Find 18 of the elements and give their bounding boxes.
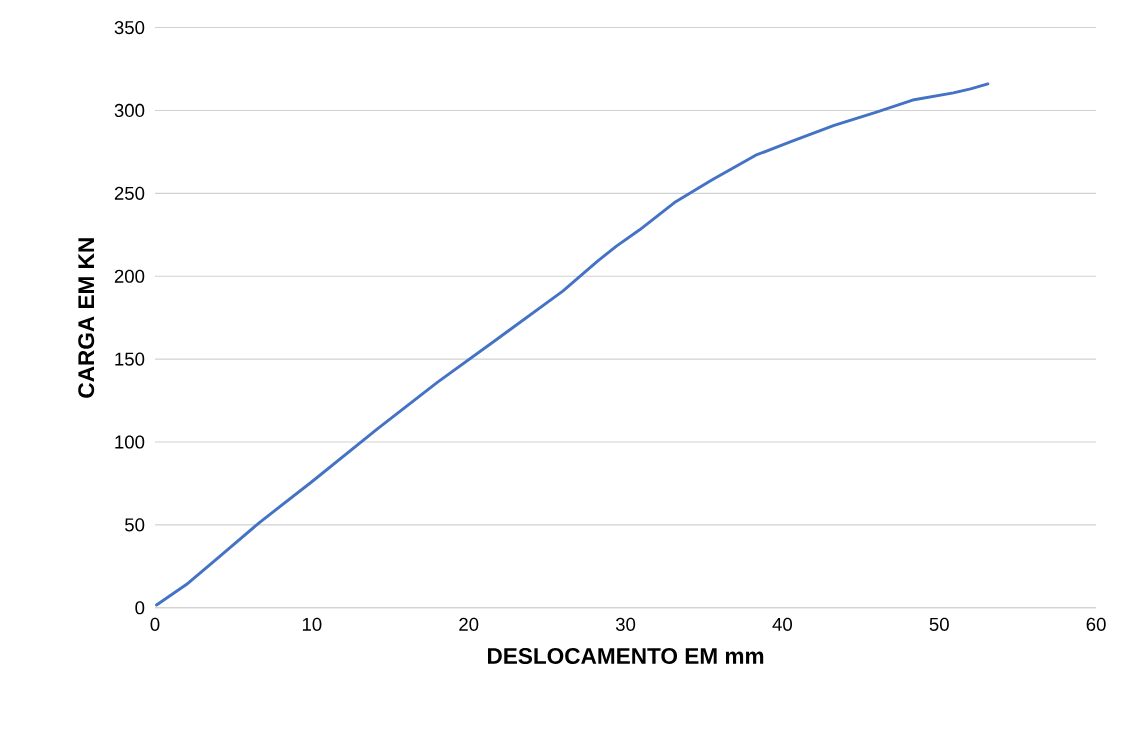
x-tick-label: 10 <box>302 617 322 631</box>
y-tick-label: 300 <box>114 103 145 117</box>
x-axis-title: DESLOCAMENTO EM mm <box>487 647 764 664</box>
y-tick-label: 350 <box>114 20 145 35</box>
y-tick-label: 200 <box>114 269 145 283</box>
x-tick-label: 50 <box>929 617 949 631</box>
y-tick-label: 50 <box>125 518 145 532</box>
x-tick-label: 40 <box>772 617 793 631</box>
x-tick-label: 20 <box>459 617 479 631</box>
y-axis-title: CARGA EM KN <box>78 238 95 398</box>
y-tick-label: 0 <box>135 601 145 615</box>
x-tick-label: 60 <box>1086 617 1106 631</box>
x-tick-label: 0 <box>150 617 160 631</box>
y-tick-label: 150 <box>115 352 145 366</box>
y-tick-label: 250 <box>114 186 145 200</box>
y-tick-label: 100 <box>115 435 145 449</box>
x-tick-label: 30 <box>615 617 636 631</box>
line-series <box>155 82 990 607</box>
